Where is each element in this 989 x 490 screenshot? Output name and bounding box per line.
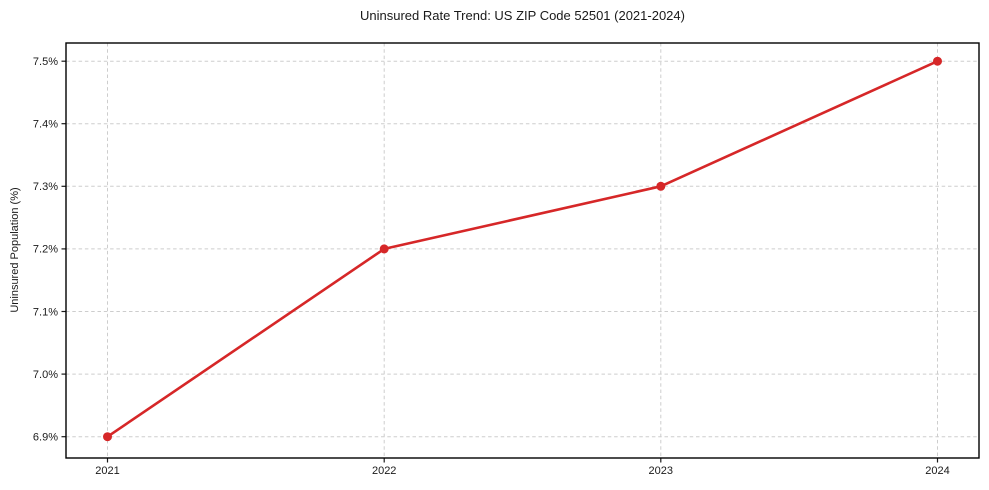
- y-tick-label: 7.3%: [33, 181, 58, 193]
- data-point-marker: [379, 244, 389, 254]
- data-point-marker: [933, 56, 942, 66]
- y-tick-label: 7.2%: [33, 244, 58, 256]
- y-tick-label: 7.4%: [33, 119, 58, 131]
- data-point-marker: [103, 432, 112, 442]
- y-tick-label: 7.0%: [33, 369, 58, 381]
- x-tick-label: 2021: [95, 465, 119, 477]
- y-axis-title: Uninsured Population (%): [9, 187, 21, 313]
- chart-title: Uninsured Rate Trend: US ZIP Code 52501 …: [360, 8, 685, 23]
- y-tick-label: 7.5%: [33, 56, 58, 68]
- x-tick-label: 2022: [372, 465, 396, 477]
- data-point-marker: [656, 181, 666, 191]
- x-tick-label: 2024: [925, 465, 949, 477]
- trend-line: [106, 59, 939, 439]
- x-tick-label: 2023: [649, 465, 673, 477]
- plot-layer: 6.9% 7.0% 7.1% 7.2% 7.3% 7.4% 7.5% 2021 2022 2023…: [33, 42, 980, 477]
- y-tick-label: 7.1%: [33, 306, 58, 318]
- y-tick-label: 6.9%: [33, 432, 58, 444]
